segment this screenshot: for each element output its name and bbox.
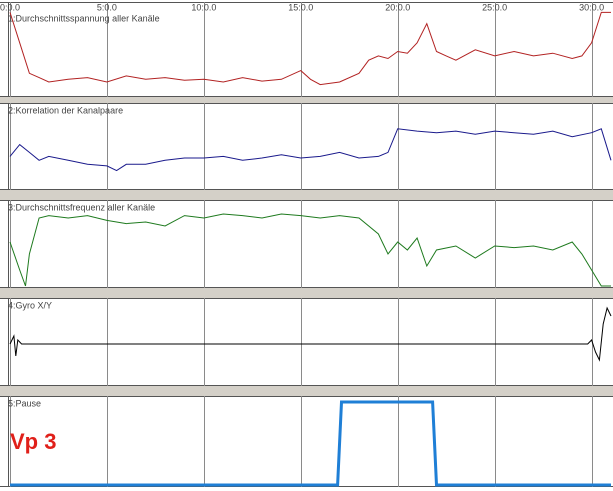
panel-title: 2:Korrelation der Kanalpaare	[8, 105, 123, 115]
x-tick-label: 30:0.0	[579, 2, 604, 12]
panel-separator	[0, 97, 613, 103]
panel-separator	[0, 288, 613, 298]
panel-separator	[0, 190, 613, 200]
panel-title: 1:Durchschnittsspannung aller Kanäle	[8, 13, 160, 23]
annotation: Vp 3	[10, 429, 56, 454]
signal-line	[9, 128, 612, 172]
x-tick-label: 10:0.0	[191, 2, 216, 12]
panel-title: 5:Pause	[8, 398, 41, 408]
x-tick-label: 5:0.0	[97, 2, 117, 12]
signal-line	[9, 306, 612, 362]
panel-title: 4:Gyro X/Y	[8, 300, 52, 310]
x-tick-label: 25:0.0	[482, 2, 507, 12]
x-tick-label: 20:0.0	[385, 2, 410, 12]
signal-line	[10, 400, 611, 487]
panel-separator	[0, 386, 613, 396]
signal-line	[9, 213, 611, 287]
signal-line	[9, 11, 611, 86]
x-tick-label: 0:0.0	[0, 2, 20, 12]
x-tick-label: 15:0.0	[288, 2, 313, 12]
panel-title: 3:Durchschnittsfrequenz aller Kanäle	[8, 202, 155, 212]
